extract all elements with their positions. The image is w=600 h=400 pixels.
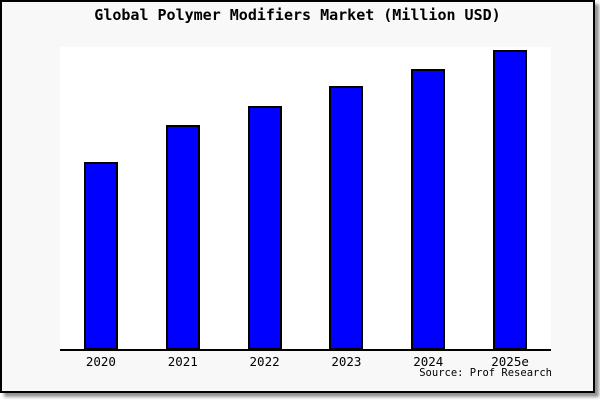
- plot-area: [60, 47, 551, 349]
- x-tick-label-2025e: 2025e: [491, 354, 529, 369]
- bar-2024: [411, 69, 446, 350]
- bar-2025e: [493, 50, 528, 350]
- bar-2023: [329, 86, 364, 350]
- bar-2020: [83, 162, 118, 350]
- x-tick-label-2024: 2024: [413, 354, 444, 369]
- x-axis-line: [60, 349, 551, 351]
- chart-title: Global Polymer Modifiers Market (Million…: [94, 6, 501, 24]
- x-tick-label-2020: 2020: [85, 354, 116, 369]
- bar-2022: [247, 106, 282, 350]
- chart-frame: Global Polymer Modifiers Market (Million…: [0, 0, 595, 393]
- x-tick-label-2023: 2023: [331, 354, 362, 369]
- source-note: Source: Prof Research: [419, 367, 552, 379]
- x-tick-label-2022: 2022: [249, 354, 280, 369]
- x-tick-label-2021: 2021: [167, 354, 198, 369]
- bar-2021: [165, 125, 200, 350]
